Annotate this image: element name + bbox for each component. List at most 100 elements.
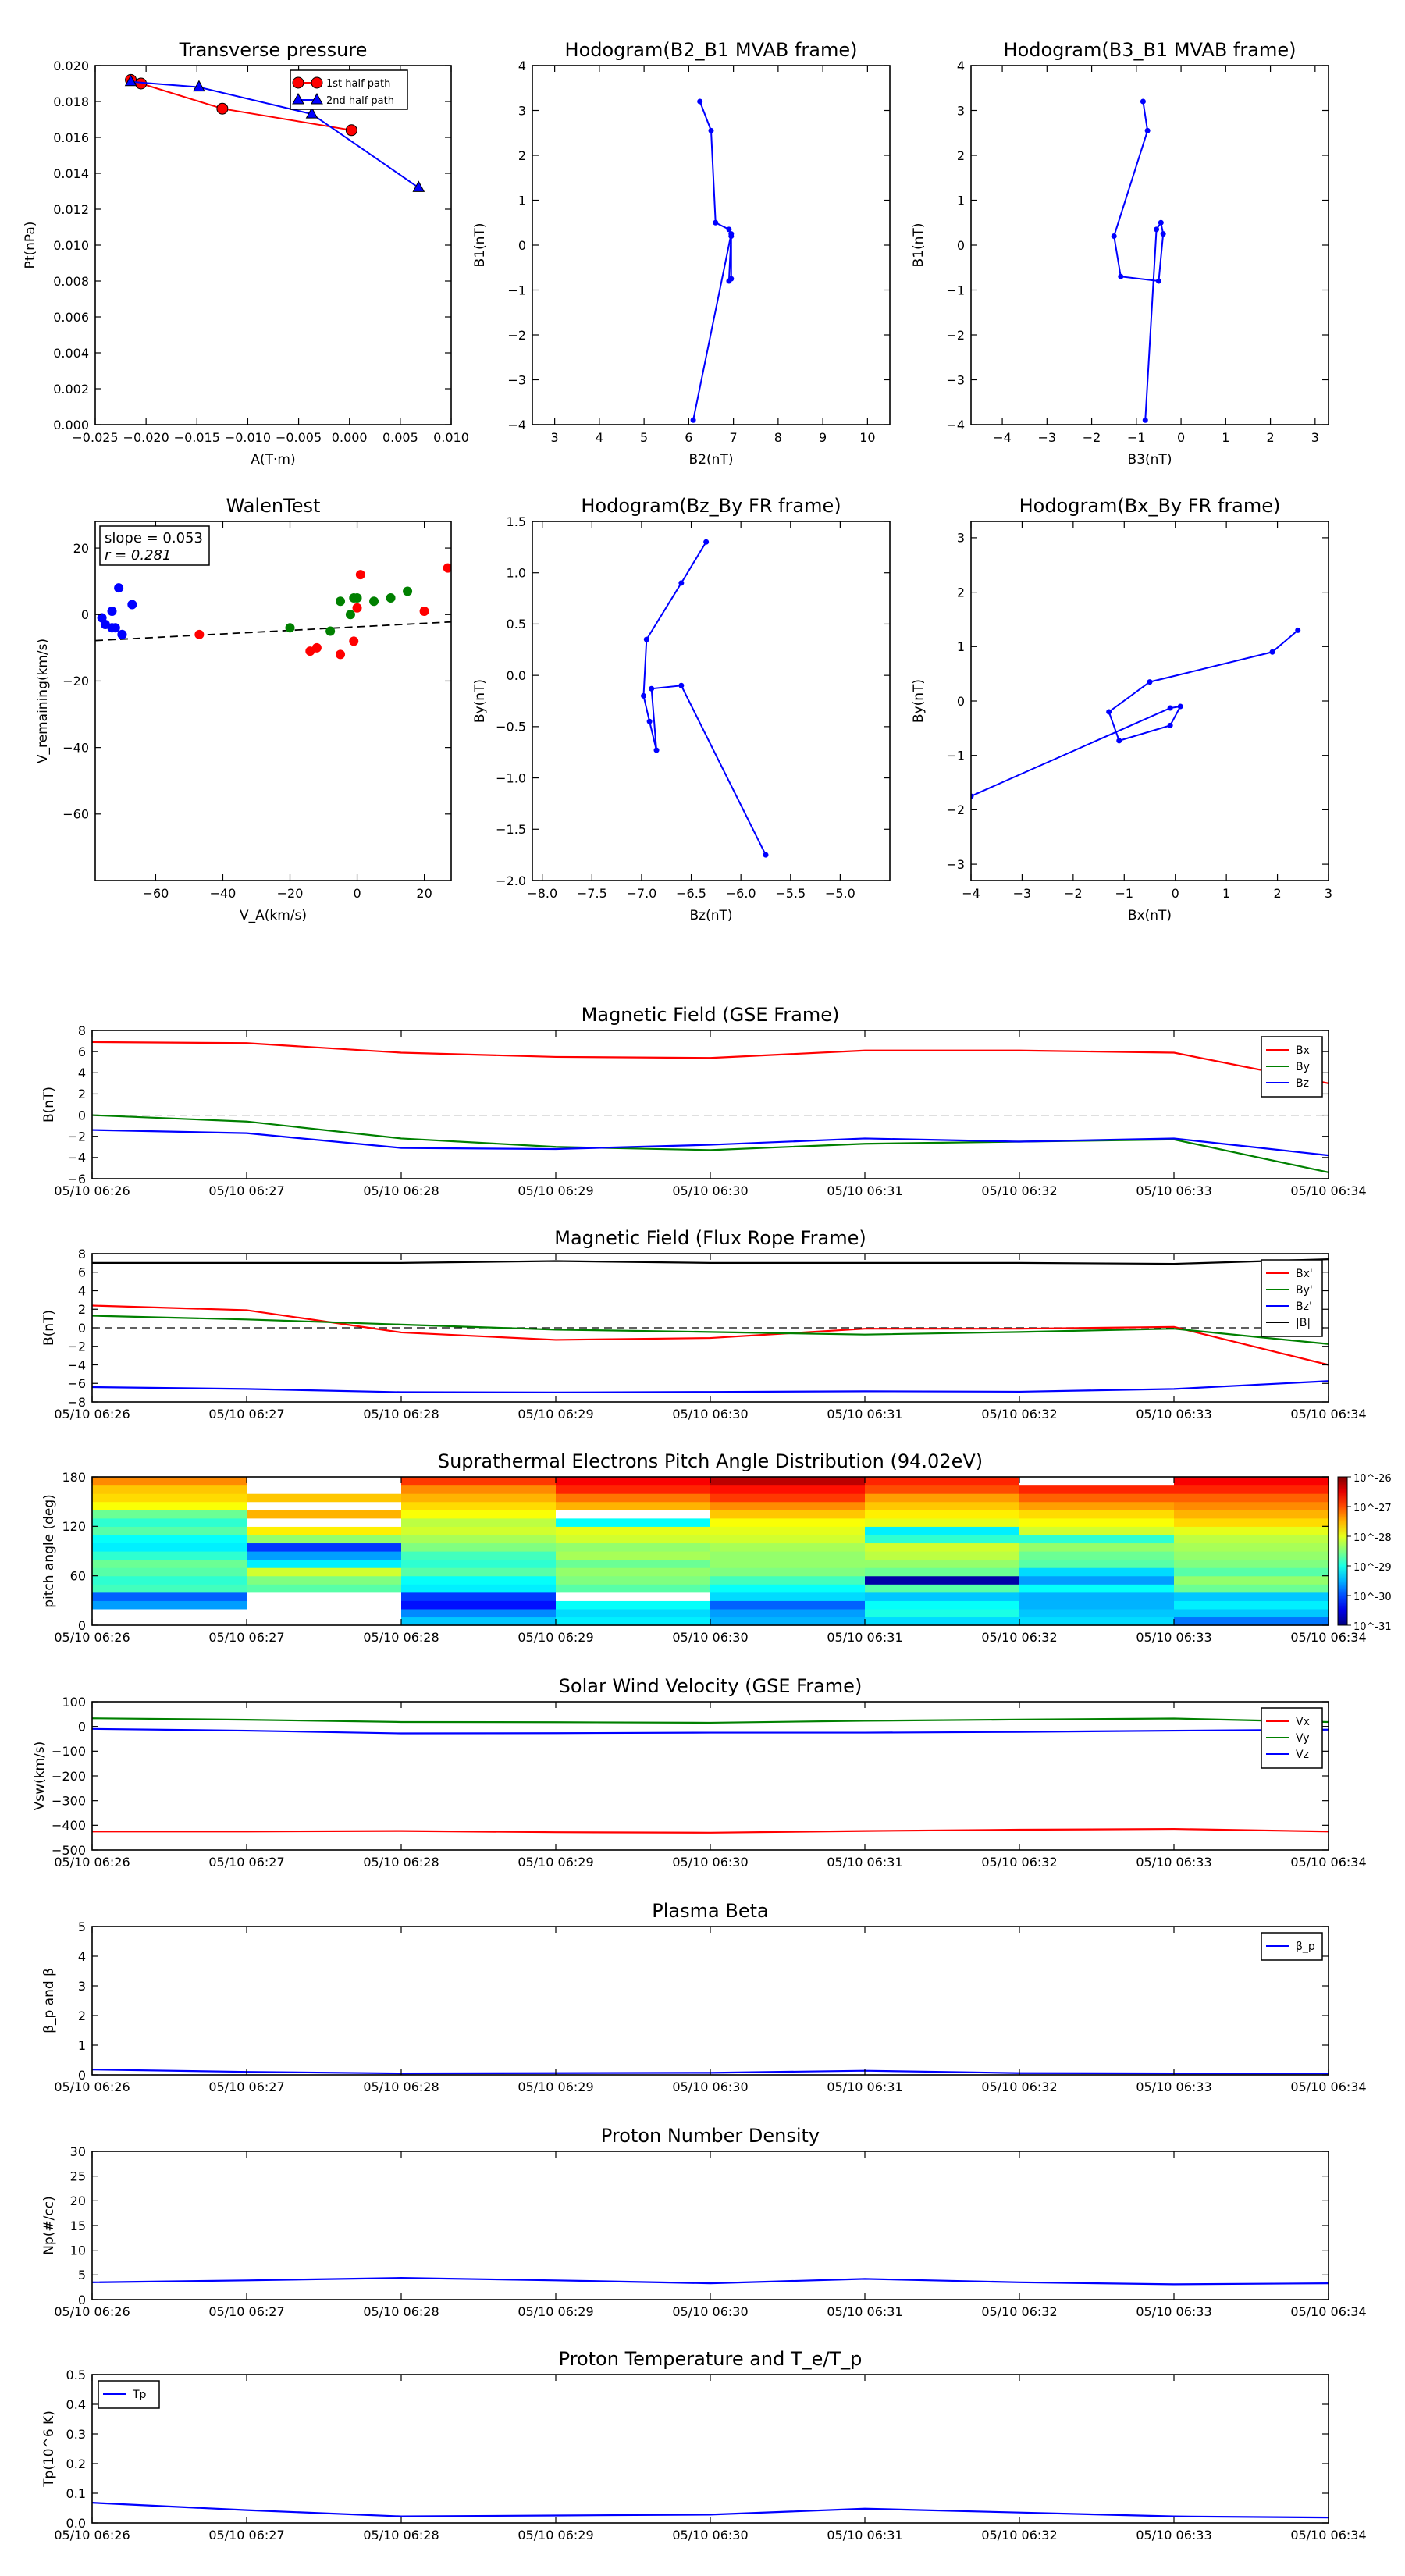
- time-tick-label: 05/10 06:28: [363, 2304, 439, 2319]
- chart-title: Hodogram(B2_B1 MVAB frame): [565, 39, 858, 61]
- y-tick-label: 0.3: [66, 2427, 86, 2442]
- x-tick-label: −0.010: [225, 430, 271, 445]
- y-tick-label: 3: [957, 531, 965, 546]
- heatmap-cell: [247, 1559, 402, 1568]
- data-point: [1111, 233, 1117, 239]
- time-tick-label: 05/10 06:32: [981, 2304, 1057, 2319]
- heatmap-cell: [1174, 1542, 1329, 1552]
- time-tick-label: 05/10 06:28: [363, 2528, 439, 2542]
- data-point: [726, 226, 732, 233]
- y-tick-label: 1: [78, 2038, 86, 2053]
- y-tick-label: 0.1: [66, 2486, 86, 2501]
- time-tick-label: 05/10 06:26: [54, 1183, 130, 1198]
- chart-title: Proton Number Density: [601, 2125, 820, 2147]
- x-tick-label: 0.005: [382, 430, 418, 445]
- y-tick-label: −6: [67, 1172, 86, 1187]
- time-tick-label: 05/10 06:30: [672, 1630, 748, 1645]
- y-tick-label: −2.0: [496, 873, 526, 888]
- data-point: [117, 629, 127, 639]
- y-tick-label: −500: [52, 1843, 86, 1858]
- legend-label: By: [1296, 1061, 1310, 1073]
- heatmap-cell: [1019, 1584, 1175, 1593]
- y-tick-label: −1: [507, 283, 526, 297]
- y-tick-label: 2: [957, 585, 965, 600]
- y-tick-label: 100: [62, 1695, 86, 1710]
- heatmap-cell: [865, 1592, 1020, 1601]
- y-tick-label: −1.5: [496, 822, 526, 837]
- y-tick-label: −100: [52, 1744, 86, 1759]
- y-tick-label: 180: [62, 1470, 86, 1485]
- panel-np: Proton Number Density 0 5 10 15 20 25 30 05/10 0…: [41, 2125, 1367, 2319]
- x-tick-label: −3: [1038, 430, 1057, 445]
- x-tick-label: −2: [1083, 430, 1101, 445]
- axes-frame: [91, 1701, 1329, 1851]
- heatmap-cell: [401, 1608, 557, 1618]
- data-point: [726, 278, 732, 284]
- heatmap-cell: [401, 1526, 557, 1535]
- data-point: [646, 718, 653, 724]
- heatmap-cell: [247, 1526, 402, 1535]
- heatmap-cell: [865, 1477, 1020, 1486]
- x-axis-label: A(T·m): [251, 452, 295, 468]
- y-tick-label: −8: [67, 1395, 86, 1410]
- heatmap-cell: [247, 1485, 402, 1494]
- y-tick-label: −2: [507, 328, 526, 343]
- y-tick-label: 0: [78, 1719, 86, 1734]
- data-point: [1177, 703, 1183, 710]
- y-tick-label: −4: [67, 1357, 86, 1372]
- time-tick-label: 05/10 06:34: [1290, 2304, 1366, 2319]
- legend-label: Vx: [1296, 1716, 1310, 1728]
- chart-title: Transverse pressure: [179, 39, 368, 61]
- y-tick-label: 0.012: [53, 202, 89, 217]
- heatmap-cell: [247, 1617, 402, 1626]
- axes-frame: [970, 65, 1329, 425]
- x-tick-label: −20: [277, 886, 304, 901]
- legend-label: 2nd half path: [326, 95, 394, 107]
- time-tick-label: 05/10 06:34: [1290, 2528, 1366, 2542]
- heatmap-cell: [92, 1600, 247, 1610]
- heatmap-cell: [710, 1584, 866, 1593]
- chart-title: Magnetic Field (GSE Frame): [582, 1004, 840, 1026]
- heatmap-cell: [401, 1510, 557, 1519]
- chart-title: Solar Wind Velocity (GSE Frame): [559, 1675, 863, 1697]
- time-tick-label: 05/10 06:34: [1290, 1630, 1366, 1645]
- time-tick-label: 05/10 06:28: [363, 2080, 439, 2094]
- x-tick-label: 10: [859, 430, 875, 445]
- chart-title: Proton Temperature and T_e/T_p: [559, 2348, 863, 2370]
- legend-label: β_p: [1296, 1941, 1315, 1953]
- data-point: [1142, 417, 1148, 423]
- time-tick-label: 05/10 06:30: [672, 2080, 748, 2094]
- data-point: [311, 92, 323, 105]
- x-tick-label: −5.0: [825, 886, 855, 901]
- time-tick-label: 05/10 06:29: [518, 1183, 593, 1198]
- y-tick-label: 4: [957, 59, 965, 73]
- data-point: [643, 636, 649, 642]
- heatmap-cell: [1019, 1592, 1175, 1601]
- heatmap-cell: [1019, 1567, 1175, 1577]
- slope-annotation: slope = 0.053: [105, 530, 203, 546]
- axes-frame: [94, 521, 452, 881]
- x-tick-label: 4: [596, 430, 603, 445]
- heatmap-cell: [710, 1575, 866, 1585]
- time-tick-label: 05/10 06:32: [981, 1407, 1057, 1421]
- data-point: [1155, 278, 1161, 284]
- heatmap-cell: [865, 1501, 1020, 1510]
- axes-frame: [532, 521, 891, 881]
- x-tick-label: 3: [551, 430, 559, 445]
- heatmap-cell: [865, 1608, 1020, 1618]
- y-tick-label: −6: [67, 1376, 86, 1391]
- heatmap-cell: [247, 1575, 402, 1585]
- heatmap-cell: [1174, 1493, 1329, 1503]
- heatmap-cell: [556, 1542, 711, 1552]
- heatmap-cell: [1019, 1559, 1175, 1568]
- heatmap-cell: [710, 1510, 866, 1519]
- heatmap-cell: [710, 1608, 866, 1618]
- x-tick-label: −1: [1115, 886, 1133, 901]
- series-line: [91, 2277, 1329, 2286]
- y-tick-label: 0.0: [66, 2516, 86, 2531]
- y-tick-label: 3: [78, 1979, 86, 1994]
- panel-bgse: Magnetic Field (GSE Frame) −6 −4 −2 0 2 4 6 8 05/…: [41, 1004, 1367, 1198]
- y-tick-label: 8: [78, 1247, 86, 1261]
- y-tick-label: 0: [78, 2068, 86, 2083]
- time-tick-label: 05/10 06:32: [981, 1855, 1057, 1870]
